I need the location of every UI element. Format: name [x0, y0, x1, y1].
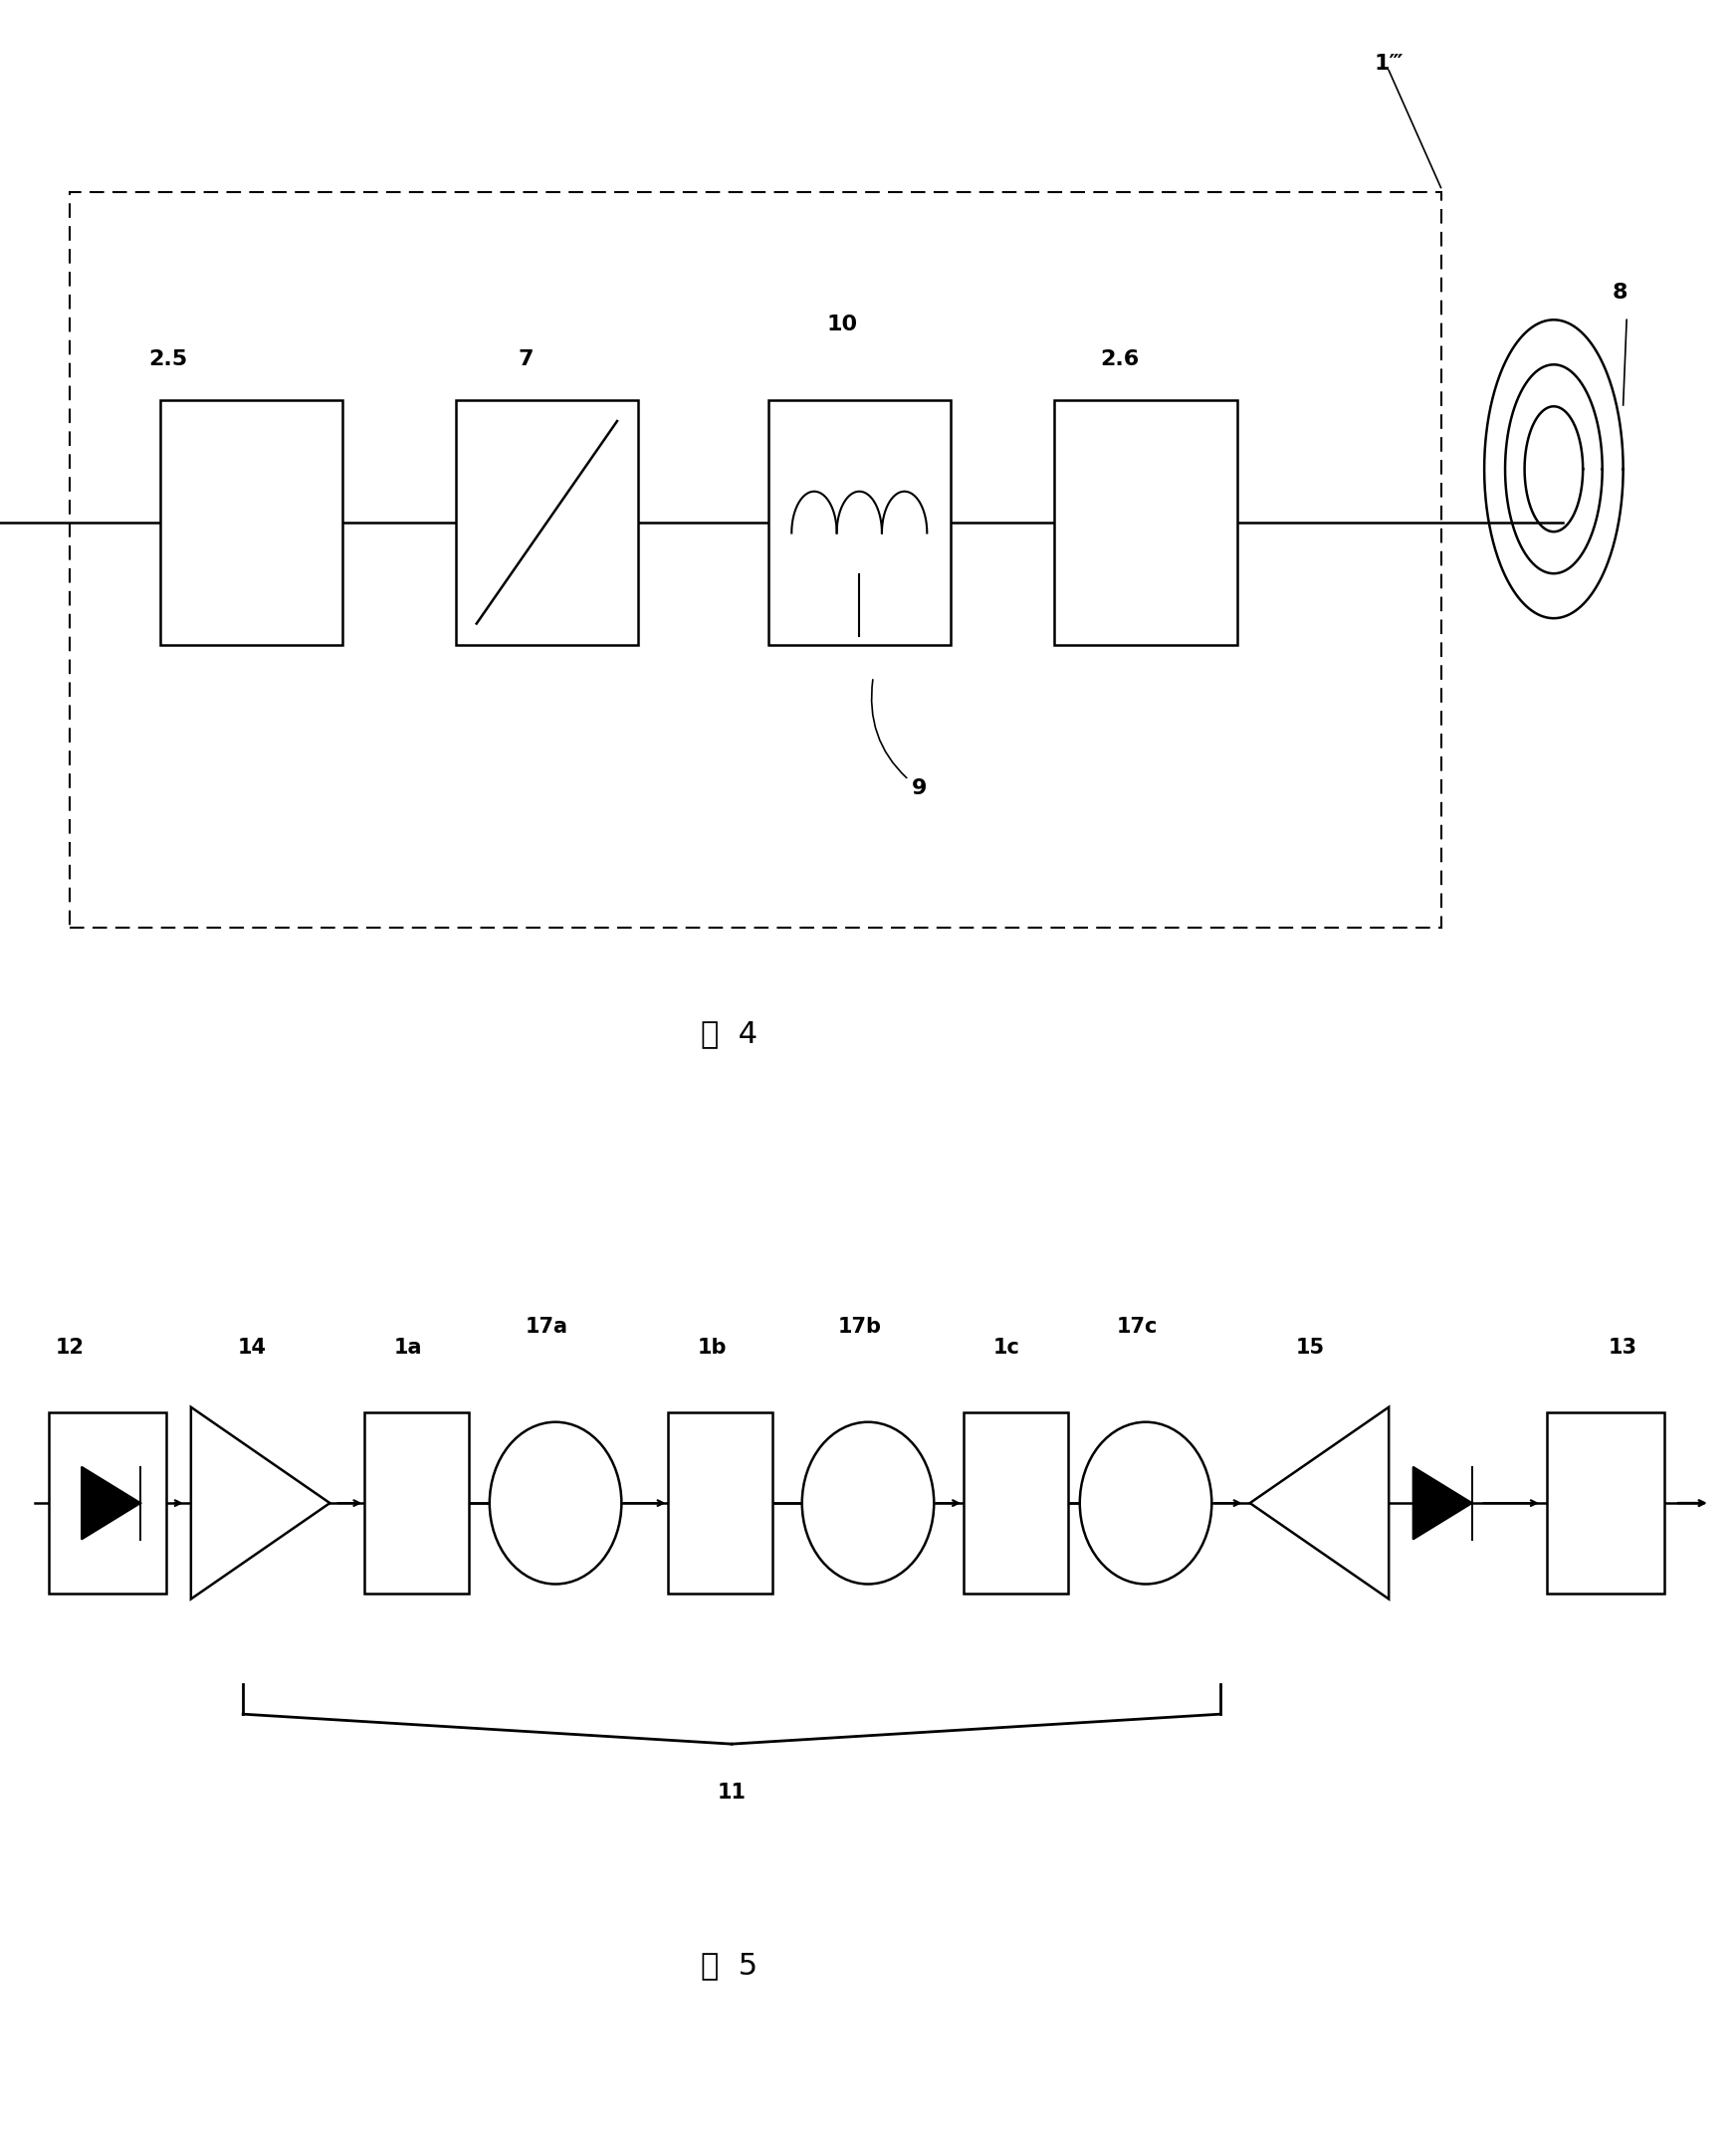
Text: 11: 11 — [717, 1782, 746, 1802]
Bar — [668, 1411, 773, 1595]
Text: 10: 10 — [826, 316, 858, 335]
Bar — [963, 1411, 1068, 1595]
Text: 12: 12 — [56, 1339, 83, 1358]
Text: 13: 13 — [1609, 1339, 1637, 1358]
Bar — [1055, 401, 1238, 644]
Text: 1‴: 1‴ — [1375, 53, 1403, 72]
Polygon shape — [191, 1407, 330, 1599]
Text: 15: 15 — [1297, 1339, 1325, 1358]
Bar — [69, 192, 1441, 927]
Text: 1b: 1b — [698, 1339, 726, 1358]
Bar — [49, 1411, 167, 1595]
Text: 图  5: 图 5 — [701, 1951, 757, 1981]
Polygon shape — [1250, 1407, 1389, 1599]
Circle shape — [1080, 1422, 1212, 1584]
Text: 图  4: 图 4 — [701, 1019, 757, 1049]
Circle shape — [802, 1422, 934, 1584]
Bar — [767, 401, 951, 644]
Circle shape — [490, 1422, 621, 1584]
Bar — [1547, 1411, 1665, 1595]
Text: 1a: 1a — [394, 1339, 422, 1358]
Text: 14: 14 — [238, 1339, 266, 1358]
Text: 2.5: 2.5 — [149, 350, 187, 369]
Text: 9: 9 — [871, 680, 927, 797]
Text: 1c: 1c — [993, 1339, 1021, 1358]
Text: 17a: 17a — [526, 1318, 568, 1337]
Polygon shape — [1413, 1467, 1472, 1539]
Polygon shape — [82, 1467, 141, 1539]
Bar — [455, 401, 639, 644]
Bar — [160, 401, 344, 644]
Text: 8: 8 — [1613, 284, 1627, 303]
Text: 17c: 17c — [1116, 1318, 1158, 1337]
Text: 17b: 17b — [837, 1318, 882, 1337]
Text: 2.6: 2.6 — [1101, 350, 1139, 369]
Bar — [365, 1411, 469, 1595]
Text: 7: 7 — [519, 350, 533, 369]
